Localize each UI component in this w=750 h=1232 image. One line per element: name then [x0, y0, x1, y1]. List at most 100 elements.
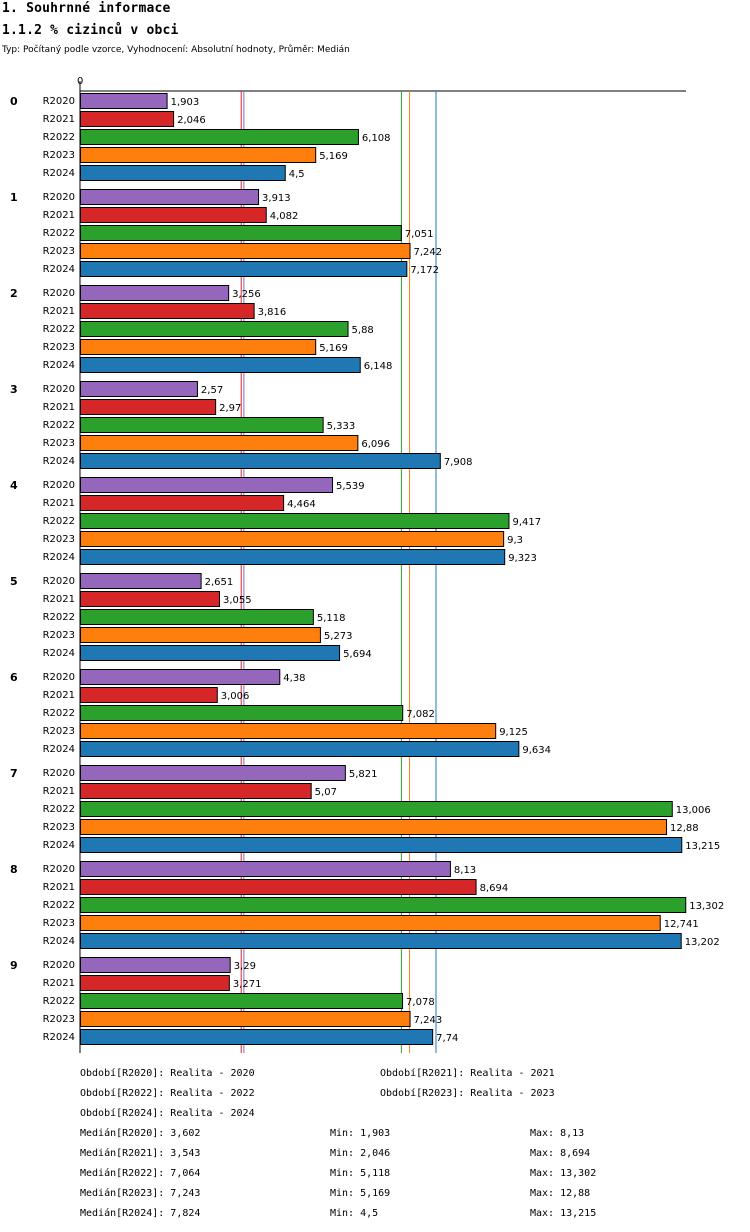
bar-value-label: 7,082: [406, 709, 435, 720]
stat-min-r2023: Min: 5,169: [330, 1188, 391, 1199]
legend-period-r2023: Období[R2023]: Realita - 2023: [380, 1088, 555, 1099]
legend-period-r2021: Období[R2021]: Realita - 2021: [380, 1068, 555, 1079]
bar-r2022: [80, 513, 510, 529]
bar-value-label: 4,38: [283, 673, 305, 684]
bar-r2024: [80, 933, 682, 949]
bar-r2022: [80, 129, 359, 145]
bar-value-label: 5,539: [336, 481, 365, 492]
bar-value-label: 9,3: [507, 535, 523, 546]
bar-r2023: [80, 531, 505, 547]
bar-value-label: 6,096: [361, 439, 390, 450]
bar-value-label: 3,816: [258, 307, 287, 318]
stat-max-r2021: Max: 8,694: [530, 1148, 591, 1159]
bar-series-label: R2023: [43, 246, 75, 257]
bar-value-label: 7,908: [444, 457, 473, 468]
stat-median-r2020: Medián[R2020]: 3,602: [80, 1128, 201, 1139]
bar-value-label: 5,273: [324, 631, 353, 642]
bar-value-label: 6,108: [362, 133, 391, 144]
bar-series-label: R2023: [43, 918, 75, 929]
bar-value-label: 2,97: [219, 403, 241, 414]
bar-series-label: R2021: [43, 114, 75, 125]
bar-series-label: R2020: [43, 864, 75, 875]
bar-series-label: R2021: [43, 306, 75, 317]
bar-series-label: R2024: [43, 456, 75, 467]
bar-series-label: R2020: [43, 96, 75, 107]
bar-series-label: R2023: [43, 534, 75, 545]
bar-r2020: [80, 93, 168, 109]
bar-series-label: R2023: [43, 150, 75, 161]
bar-value-label: 7,078: [406, 997, 435, 1008]
stat-min-r2020: Min: 1,903: [330, 1128, 391, 1139]
bar-r2023: [80, 243, 411, 259]
page-title: 1. Souhrnné informace: [2, 1, 171, 16]
stat-median-r2024: Medián[R2024]: 7,824: [80, 1208, 201, 1219]
bar-value-label: 6,148: [364, 361, 393, 372]
bar-series-label: R2021: [43, 882, 75, 893]
bar-series-label: R2022: [43, 516, 75, 527]
bar-value-label: 7,74: [436, 1033, 458, 1044]
stat-min-r2024: Min: 4,5: [330, 1208, 379, 1219]
bar-series-label: R2020: [43, 960, 75, 971]
bar-r2024: [80, 261, 408, 277]
bar-value-label: 8,694: [480, 883, 509, 894]
bar-series-label: R2021: [43, 786, 75, 797]
chart-subtitle: 1.1.2 % cizinců v obci: [2, 23, 179, 38]
bar-series-label: R2020: [43, 384, 75, 395]
stat-max-r2023: Max: 12,88: [530, 1188, 591, 1199]
bar-r2024: [80, 357, 361, 373]
bar-series-label: R2020: [43, 480, 75, 491]
bar-series-label: R2023: [43, 726, 75, 737]
bar-r2020: [80, 573, 202, 589]
bar-value-label: 5,169: [319, 151, 348, 162]
bar-value-label: 9,634: [522, 745, 551, 756]
bar-r2020: [80, 957, 231, 973]
bar-r2022: [80, 225, 402, 241]
bar-r2021: [80, 783, 312, 799]
bar-series-label: R2022: [43, 324, 75, 335]
bar-r2022: [80, 993, 404, 1009]
bar-series-label: R2020: [43, 192, 75, 203]
bar-r2022: [80, 801, 673, 817]
bar-r2020: [80, 765, 346, 781]
bar-value-label: 4,082: [270, 211, 299, 222]
bar-value-label: 8,13: [454, 865, 476, 876]
bar-value-label: 1,903: [171, 97, 200, 108]
bar-value-label: 4,5: [289, 169, 305, 180]
bar-r2021: [80, 591, 221, 607]
bar-series-label: R2020: [43, 768, 75, 779]
bar-r2024: [80, 165, 286, 181]
bar-r2022: [80, 609, 314, 625]
bar-series-label: R2020: [43, 288, 75, 299]
bar-series-label: R2024: [43, 648, 75, 659]
bar-r2020: [80, 189, 260, 205]
bar-r2021: [80, 687, 218, 703]
stat-max-r2024: Max: 13,215: [530, 1208, 597, 1219]
legend-period-r2020: Období[R2020]: Realita - 2020: [80, 1068, 255, 1079]
stat-median-r2023: Medián[R2023]: 7,243: [80, 1188, 201, 1199]
bar-value-label: 13,302: [689, 901, 724, 912]
bar-value-label: 13,215: [685, 841, 720, 852]
bar-value-label: 5,88: [352, 325, 374, 336]
bar-r2023: [80, 1011, 411, 1027]
bar-value-label: 2,046: [177, 115, 206, 126]
bar-value-label: 3,913: [262, 193, 291, 204]
bar-r2023: [80, 339, 317, 355]
bar-value-label: 9,417: [512, 517, 541, 528]
bar-value-label: 9,125: [499, 727, 528, 738]
bar-series-label: R2023: [43, 822, 75, 833]
bar-series-label: R2023: [43, 438, 75, 449]
bar-r2024: [80, 1029, 434, 1045]
bar-value-label: 4,464: [287, 499, 316, 510]
bar-r2021: [80, 207, 267, 223]
bar-value-label: 7,051: [405, 229, 434, 240]
bar-r2020: [80, 285, 230, 301]
bar-r2021: [80, 303, 255, 319]
bar-series-label: R2021: [43, 402, 75, 413]
legend-period-r2022: Období[R2022]: Realita - 2022: [80, 1088, 255, 1099]
group-label: 9: [10, 959, 18, 972]
bar-r2023: [80, 435, 359, 451]
bar-r2022: [80, 705, 404, 721]
bar-r2022: [80, 897, 687, 913]
bar-value-label: 5,07: [315, 787, 337, 798]
